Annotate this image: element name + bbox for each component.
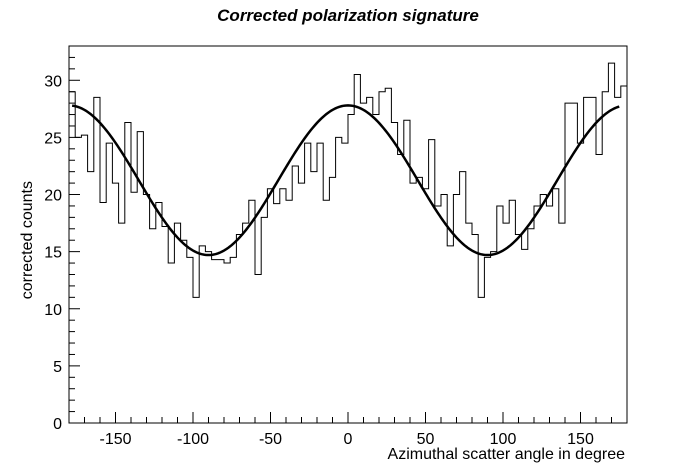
y-tick-label: 20	[44, 188, 62, 205]
y-axis-ticks: 0 5 10 15 20 25 30	[44, 45, 80, 433]
y-tick-label: 15	[44, 245, 62, 262]
fit-curve	[71, 104, 620, 257]
y-tick-label: 25	[44, 130, 62, 147]
y-axis-label: corrected counts	[19, 181, 36, 299]
y-tick-label: 0	[53, 416, 62, 433]
y-tick-label: 30	[44, 73, 62, 90]
x-tick-label: -100	[177, 431, 209, 448]
plot-frame	[68, 45, 628, 424]
x-tick-label: 50	[417, 431, 435, 448]
y-tick-label: 10	[44, 302, 62, 319]
x-axis-label: Azimuthal scatter angle in degree	[388, 446, 626, 463]
x-axis-ticks: -150 -100 -50 0 50 100 150	[68, 412, 628, 448]
x-tick-label: 100	[490, 431, 517, 448]
y-tick-label: 5	[53, 359, 62, 376]
x-tick-label: 0	[344, 431, 353, 448]
x-tick-label: -150	[99, 431, 131, 448]
x-tick-label: -50	[259, 431, 282, 448]
x-tick-label: 150	[567, 431, 594, 448]
chart-title: Corrected polarization signature	[217, 6, 479, 25]
histogram-series	[69, 62, 627, 298]
